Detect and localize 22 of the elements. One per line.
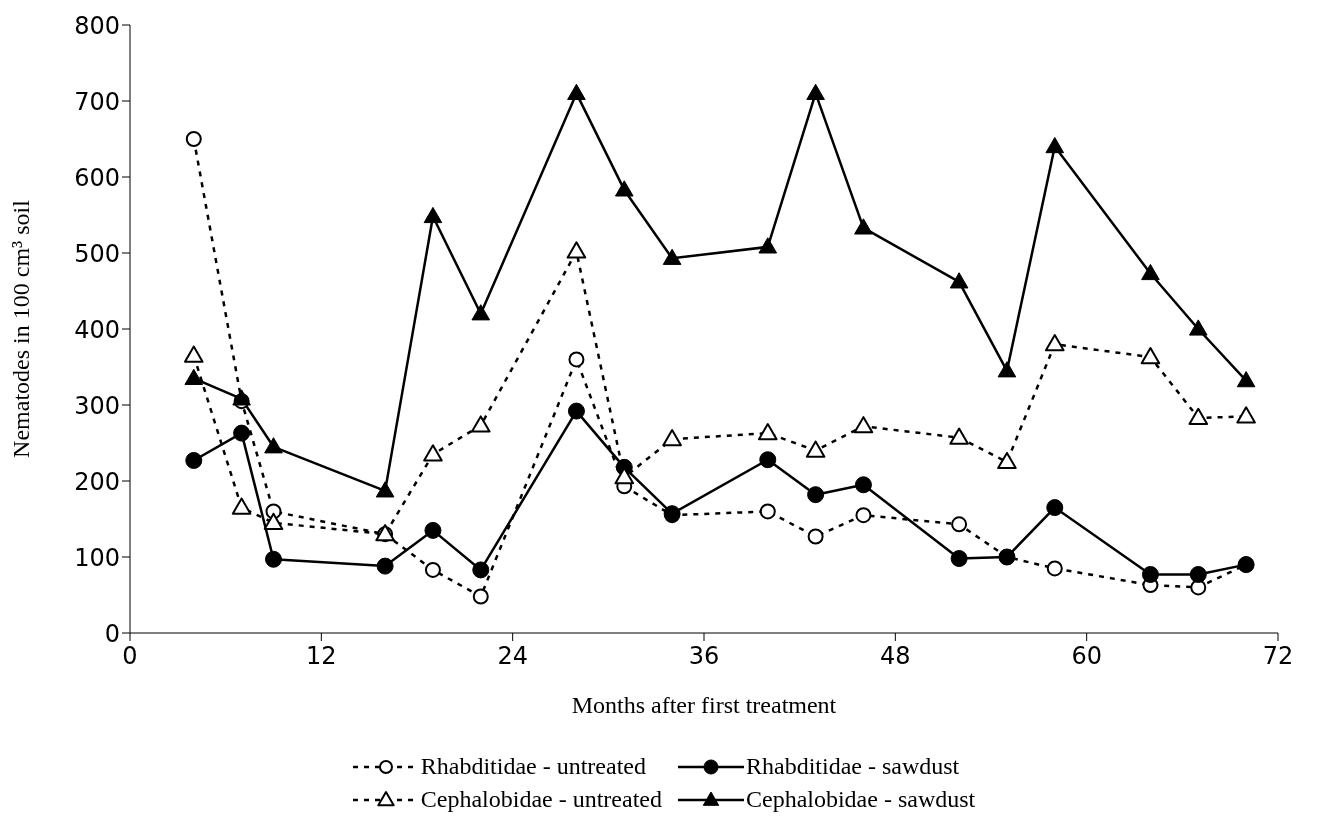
- y-tick-label: 0: [104, 619, 120, 648]
- x-tick-label: 24: [497, 642, 528, 671]
- x-tick-label: 12: [306, 642, 337, 671]
- y-tick-label: 100: [74, 543, 120, 572]
- x-tick-label: 0: [122, 642, 138, 671]
- y-tick-label: 600: [74, 163, 120, 192]
- y-tick-label: 400: [74, 315, 120, 344]
- x-tick-label: 48: [880, 642, 911, 671]
- y-tick-label: 800: [74, 11, 120, 40]
- y-tick-label: 300: [74, 391, 120, 420]
- x-axis-title: Months after first treatment: [571, 692, 837, 718]
- legend-label: Cephalobidae - sawdust: [745, 786, 976, 813]
- x-tick-label: 60: [1071, 642, 1102, 671]
- legend-label: Cephalobidae - untreated: [420, 786, 662, 813]
- y-tick-label: 500: [74, 239, 120, 268]
- x-tick-label: 36: [688, 642, 720, 671]
- y-tick-label: 200: [74, 467, 120, 496]
- y-tick-label: 700: [74, 87, 120, 116]
- x-tick-label: 72: [1262, 642, 1294, 671]
- legend-label: Rhabditidae - sawdust: [745, 753, 960, 780]
- y-axis-title: Nematodes in 100 cm³ soil: [7, 199, 34, 458]
- legend-label: Rhabditidae - untreated: [420, 753, 646, 780]
